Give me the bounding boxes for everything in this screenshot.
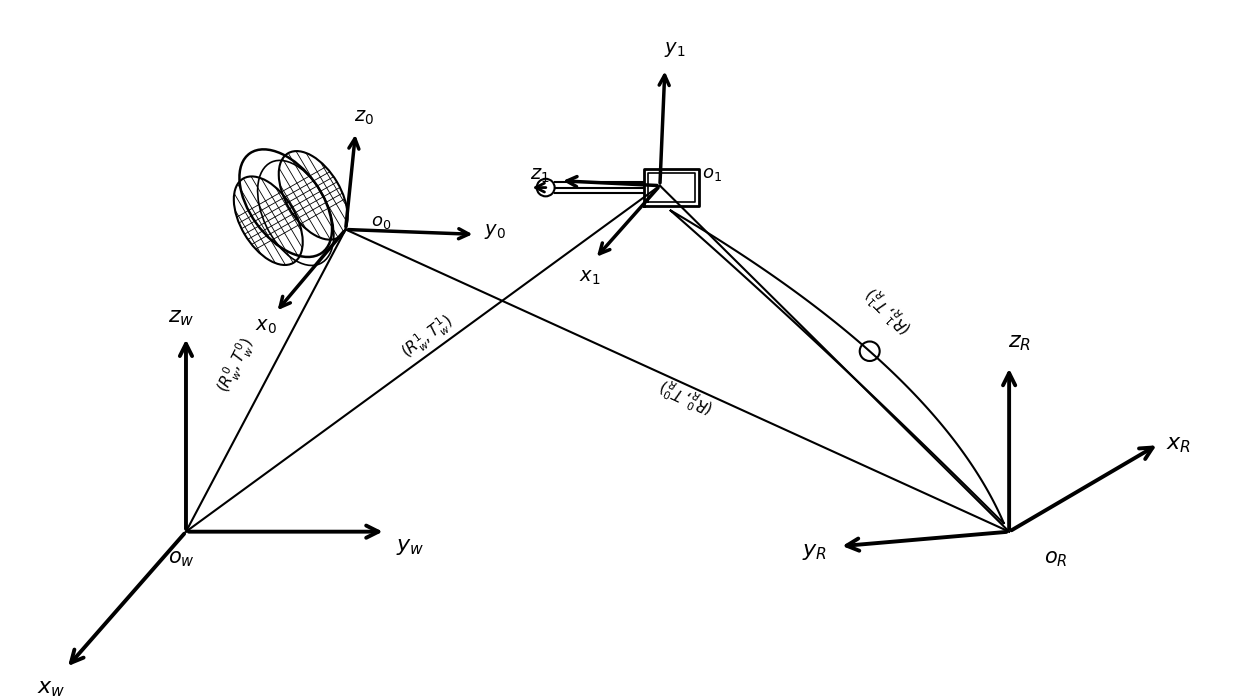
Text: $z_0$: $z_0$ — [353, 108, 373, 127]
Text: $o_0$: $o_0$ — [371, 212, 391, 231]
Text: $x_w$: $x_w$ — [37, 677, 66, 698]
Text: $o_1$: $o_1$ — [702, 165, 722, 183]
Text: $y_R$: $y_R$ — [802, 540, 827, 562]
Text: $(R_R^1, T_R^1)$: $(R_R^1, T_R^1)$ — [861, 282, 918, 338]
Text: $x_R$: $x_R$ — [1167, 433, 1192, 455]
Text: $x_1$: $x_1$ — [579, 269, 600, 287]
Text: $(R_R^0, T_R^0)$: $(R_R^0, T_R^0)$ — [657, 373, 718, 418]
Text: $z_1$: $z_1$ — [531, 167, 551, 185]
Text: $o_R$: $o_R$ — [1044, 549, 1068, 569]
Text: $y_w$: $y_w$ — [397, 535, 424, 557]
Text: $(R_w^0, T_w^0)$: $(R_w^0, T_w^0)$ — [212, 335, 259, 397]
Text: $z_R$: $z_R$ — [1008, 331, 1030, 352]
Text: $o_w$: $o_w$ — [167, 549, 195, 569]
Text: $y_0$: $y_0$ — [485, 222, 506, 241]
Text: $z_w$: $z_w$ — [167, 306, 195, 329]
Text: $y_1$: $y_1$ — [665, 40, 686, 59]
Text: $x_0$: $x_0$ — [255, 318, 277, 336]
Text: $(R_w^1, T_w^1)$: $(R_w^1, T_w^1)$ — [398, 310, 459, 364]
